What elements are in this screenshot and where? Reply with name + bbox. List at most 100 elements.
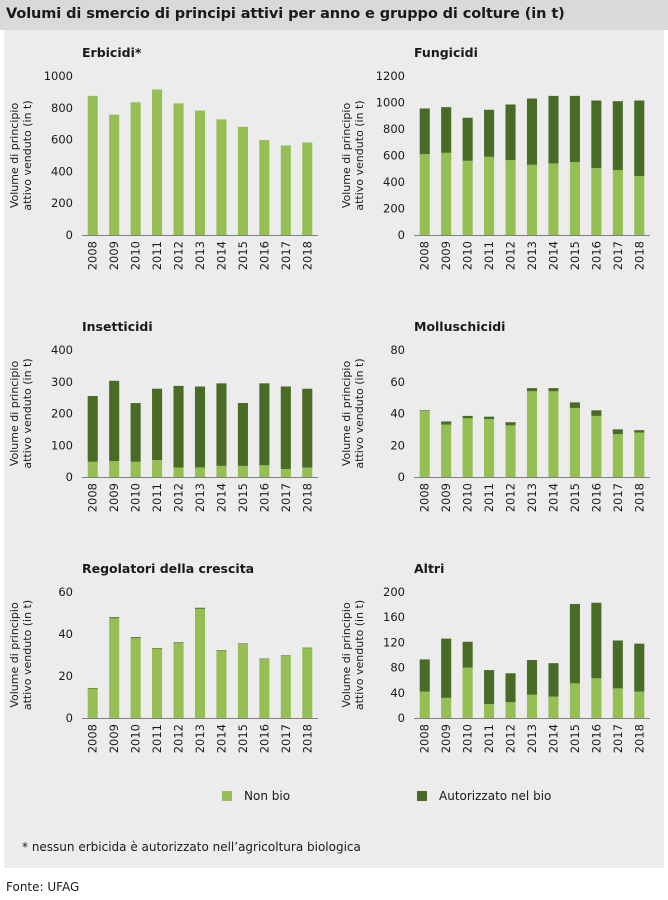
y-tick-label: 40 — [390, 686, 405, 700]
x-tick-label: 2012 — [172, 241, 186, 270]
x-tick-label: 2008 — [86, 241, 100, 270]
bar-bio — [591, 410, 602, 416]
y-axis-label: Volume di principioattivo venduto (in t) — [8, 358, 34, 468]
bar-non-bio — [419, 691, 430, 718]
x-tick-label: 2010 — [461, 483, 475, 512]
y-tick-label: 160 — [383, 610, 405, 624]
bar-bio — [526, 660, 538, 695]
y-axis-label-line1: Volume di principio — [8, 103, 21, 209]
bar-bio — [569, 402, 580, 408]
bar-non-bio — [484, 156, 495, 235]
x-tick-label: 2010 — [129, 241, 143, 270]
bar-bio — [194, 386, 206, 468]
bar-non-bio — [109, 114, 120, 235]
bar-bio — [280, 386, 291, 470]
bar-non-bio — [152, 89, 163, 235]
x-tick-label: 2008 — [86, 724, 100, 753]
legend-non-bio: Non bio — [222, 789, 290, 803]
y-tick-label: 0 — [398, 228, 405, 242]
bar-non-bio — [237, 465, 248, 477]
bar-bio — [87, 396, 98, 462]
y-axis-label-line1: Volume di principio — [340, 103, 353, 209]
bar-non-bio — [612, 170, 623, 235]
y-tick-label: 300 — [51, 375, 73, 389]
y-axis-label-line2: attivo venduto (in t) — [353, 100, 366, 210]
bar-bio — [216, 383, 227, 466]
y-axis-label: Volume di principioattivo venduto (in t) — [340, 100, 366, 210]
y-tick-label: 60 — [390, 375, 405, 389]
x-tick-label: 2009 — [107, 483, 121, 512]
chart-5: Regolatori della crescita Volume di princ… — [8, 561, 318, 753]
x-tick-label: 2014 — [214, 483, 228, 512]
footnote: * nessun erbicida è autorizzato nell’agr… — [22, 840, 361, 854]
bar-bio — [569, 603, 580, 684]
bar-non-bio — [591, 415, 602, 477]
x-tick-label: 2015 — [568, 483, 582, 512]
y-tick-label: 200 — [51, 196, 73, 210]
x-tick-label: 2013 — [193, 724, 207, 753]
bar-non-bio — [259, 465, 270, 477]
bar-non-bio — [130, 461, 141, 477]
x-tick-label: 2010 — [461, 724, 475, 753]
bar-non-bio — [548, 696, 559, 718]
y-axis-label-line2: attivo venduto (in t) — [353, 600, 366, 710]
bar-bio — [591, 100, 602, 169]
x-tick-label: 2009 — [439, 483, 453, 512]
bar-non-bio — [591, 168, 602, 235]
x-tick-label: 2015 — [236, 241, 250, 270]
bar-bio — [569, 95, 580, 163]
y-tick-label: 600 — [383, 149, 405, 163]
bar-non-bio — [87, 688, 98, 718]
chart-title: Insetticidi — [82, 319, 153, 334]
bar-bio — [441, 421, 452, 425]
bar-bio — [505, 673, 516, 703]
y-axis-label: Volume di principioattivo venduto (in t) — [8, 100, 34, 210]
bar-bio — [634, 430, 645, 433]
x-tick-label: 2010 — [461, 241, 475, 270]
bar-bio — [462, 117, 473, 161]
legend-non-bio-label: Non bio — [244, 789, 291, 803]
bar-non-bio — [484, 419, 495, 477]
y-tick-label: 1000 — [376, 96, 405, 110]
bar-non-bio — [634, 176, 645, 235]
bar-bio — [302, 388, 313, 468]
legend-bio-swatch — [417, 791, 427, 801]
y-tick-label: 40 — [390, 407, 405, 421]
bar-non-bio — [505, 425, 516, 477]
y-axis-label-line2: attivo venduto (in t) — [21, 358, 34, 468]
bar-non-bio — [194, 608, 206, 718]
y-tick-label: 400 — [383, 175, 405, 189]
bar-non-bio — [462, 667, 473, 718]
chart-title: Altri — [414, 561, 444, 576]
bar-bio — [152, 648, 163, 649]
bar-bio — [462, 415, 473, 419]
x-tick-label: 2016 — [257, 241, 271, 270]
y-tick-label: 60 — [58, 585, 73, 599]
chart-title: Fungicidi — [414, 45, 478, 60]
x-tick-label: 2015 — [236, 724, 250, 753]
chart-title: Molluschicidi — [414, 319, 505, 334]
x-tick-label: 2018 — [632, 724, 646, 753]
bar-bio — [484, 670, 495, 705]
bar-non-bio — [109, 618, 120, 718]
y-tick-label: 0 — [398, 711, 405, 725]
y-axis-label-line1: Volume di principio — [340, 361, 353, 467]
bar-bio — [591, 602, 602, 679]
bar-non-bio — [419, 411, 430, 477]
x-tick-label: 2009 — [439, 724, 453, 753]
x-tick-label: 2009 — [439, 241, 453, 270]
x-tick-label: 2010 — [129, 724, 143, 753]
bar-non-bio — [484, 704, 495, 718]
bar-non-bio — [302, 648, 313, 718]
bar-non-bio — [302, 142, 313, 235]
x-tick-label: 2018 — [632, 483, 646, 512]
y-axis-label: Volume di principioattivo venduto (in t) — [340, 358, 366, 468]
bar-bio — [505, 422, 516, 426]
x-tick-label: 2013 — [525, 483, 539, 512]
bar-non-bio — [569, 683, 580, 718]
x-tick-label: 2012 — [172, 483, 186, 512]
x-tick-label: 2017 — [611, 724, 625, 753]
bar-bio — [173, 642, 184, 643]
bar-bio — [612, 429, 623, 435]
